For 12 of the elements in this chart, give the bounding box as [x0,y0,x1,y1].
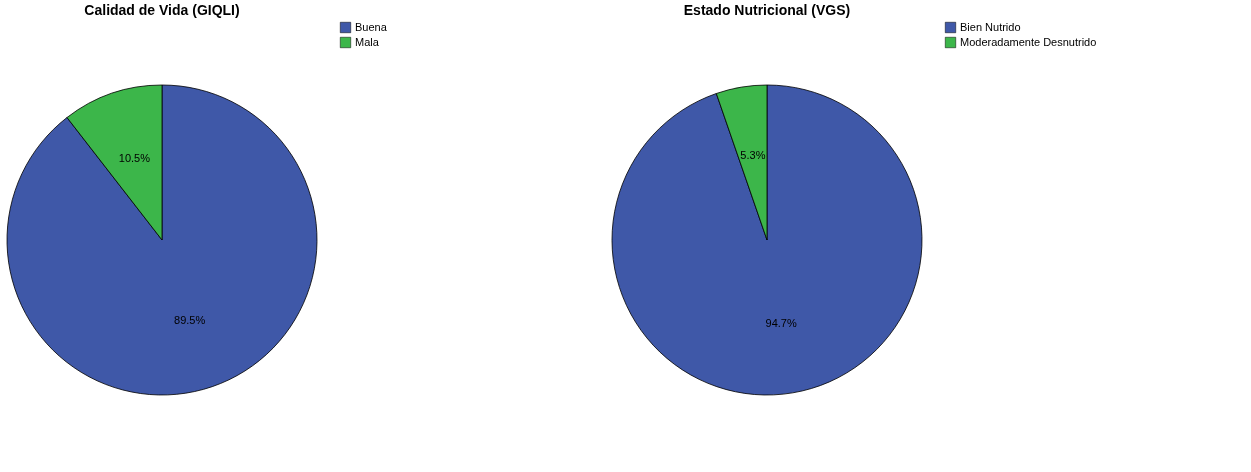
legend-label: Bien Nutrido [960,20,1021,33]
data-label: 10.5% [118,152,151,165]
legend-label: Mala [355,35,380,48]
chart-title: Estado Nutricional (VGS) [683,2,851,18]
legend-label: Buena [355,20,388,33]
data-label: 94.7% [765,317,797,330]
chart-title: Calidad de Vida (GIQLI) [84,2,240,18]
data-label: 89.5% [174,313,206,326]
pie-slice [611,84,923,396]
data-label: 5.3% [740,148,766,161]
legend-label: Moderadamente Desnutrido [960,35,1097,48]
pie-slice [6,84,318,396]
